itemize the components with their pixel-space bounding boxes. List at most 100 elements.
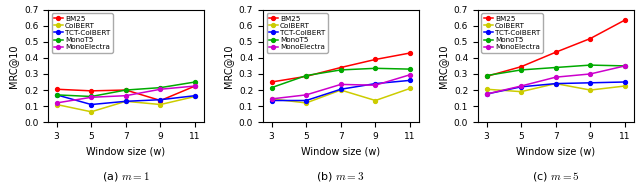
Line: TCT-ColBERT: TCT-ColBERT [484, 80, 627, 96]
MonoT5 [337, 69, 345, 71]
Line: ColBERT: ColBERT [484, 82, 627, 94]
MonoT5 [372, 67, 380, 70]
MonoT5 [302, 74, 310, 77]
MonoElectra [337, 83, 345, 86]
Text: (c) $m = 5$: (c) $m = 5$ [532, 170, 580, 183]
TCT-ColBERT [621, 81, 628, 83]
MonoT5 [483, 74, 490, 77]
BM25 [302, 75, 310, 78]
TCT-ColBERT [552, 83, 559, 85]
BM25 [122, 89, 130, 91]
MonoT5 [268, 87, 275, 89]
TCT-ColBERT [337, 88, 345, 90]
TCT-ColBERT [586, 82, 594, 84]
TCT-ColBERT [302, 99, 310, 102]
Line: BM25: BM25 [484, 18, 627, 78]
MonoElectra [517, 85, 525, 87]
BM25 [191, 85, 199, 87]
ColBERT [372, 99, 380, 102]
ColBERT [53, 103, 61, 106]
Text: (a) $m = 1$: (a) $m = 1$ [102, 170, 150, 183]
Y-axis label: MRC@10: MRC@10 [438, 44, 448, 88]
MonoT5 [621, 65, 628, 67]
TCT-ColBERT [88, 103, 95, 106]
ColBERT [268, 98, 275, 100]
TCT-ColBERT [406, 79, 414, 82]
Line: MonoT5: MonoT5 [269, 66, 412, 90]
BM25 [157, 99, 164, 102]
ColBERT [621, 85, 628, 87]
TCT-ColBERT [157, 99, 164, 101]
Text: (b) $m = 3$: (b) $m = 3$ [316, 170, 365, 183]
MonoT5 [191, 81, 199, 83]
Legend: BM25, ColBERT, TCT-ColBERT, MonoT5, MonoElectra: BM25, ColBERT, TCT-ColBERT, MonoT5, Mono… [266, 13, 328, 53]
ColBERT [552, 83, 559, 85]
TCT-ColBERT [122, 100, 130, 102]
BM25 [53, 88, 61, 90]
Line: BM25: BM25 [269, 51, 412, 84]
MonoElectra [157, 88, 164, 90]
ColBERT [337, 89, 345, 91]
MonoElectra [88, 96, 95, 98]
MonoElectra [406, 74, 414, 76]
TCT-ColBERT [268, 99, 275, 102]
ColBERT [302, 102, 310, 104]
ColBERT [122, 100, 130, 102]
BM25 [406, 52, 414, 54]
MonoT5 [88, 95, 95, 98]
MonoT5 [122, 89, 130, 91]
Line: MonoElectra: MonoElectra [484, 64, 627, 96]
Line: ColBERT: ColBERT [269, 87, 412, 105]
MonoElectra [302, 94, 310, 96]
Line: TCT-ColBERT: TCT-ColBERT [269, 79, 412, 102]
BM25 [88, 90, 95, 92]
MonoT5 [406, 68, 414, 70]
Line: MonoElectra: MonoElectra [54, 84, 197, 105]
MonoT5 [157, 87, 164, 89]
TCT-ColBERT [53, 94, 61, 96]
TCT-ColBERT [191, 95, 199, 97]
Line: MonoT5: MonoT5 [54, 80, 197, 98]
Y-axis label: MRC@10: MRC@10 [223, 44, 233, 88]
Line: BM25: BM25 [54, 84, 197, 102]
MonoElectra [53, 102, 61, 104]
Line: TCT-ColBERT: TCT-ColBERT [54, 93, 197, 106]
MonoElectra [268, 98, 275, 100]
MonoElectra [621, 65, 628, 67]
MonoT5 [53, 94, 61, 96]
MonoT5 [517, 69, 525, 71]
ColBERT [483, 88, 490, 90]
TCT-ColBERT [517, 86, 525, 88]
BM25 [517, 66, 525, 68]
MonoElectra [372, 84, 380, 86]
MonoElectra [483, 93, 490, 95]
BM25 [372, 58, 380, 61]
BM25 [621, 19, 628, 21]
Line: MonoElectra: MonoElectra [269, 73, 412, 101]
Y-axis label: MRC@10: MRC@10 [8, 44, 19, 88]
Line: MonoT5: MonoT5 [484, 63, 627, 78]
MonoElectra [191, 85, 199, 87]
ColBERT [406, 87, 414, 90]
X-axis label: Window size (w): Window size (w) [516, 146, 595, 156]
MonoElectra [552, 76, 559, 78]
ColBERT [88, 111, 95, 113]
ColBERT [157, 103, 164, 106]
Legend: BM25, ColBERT, TCT-ColBERT, MonoT5, MonoElectra: BM25, ColBERT, TCT-ColBERT, MonoT5, Mono… [52, 13, 113, 53]
Line: ColBERT: ColBERT [54, 95, 197, 114]
MonoElectra [586, 73, 594, 75]
TCT-ColBERT [483, 93, 490, 95]
BM25 [552, 51, 559, 53]
X-axis label: Window size (w): Window size (w) [86, 146, 165, 156]
MonoT5 [552, 66, 559, 69]
BM25 [586, 37, 594, 40]
ColBERT [586, 89, 594, 91]
Legend: BM25, ColBERT, TCT-ColBERT, MonoT5, MonoElectra: BM25, ColBERT, TCT-ColBERT, MonoT5, Mono… [481, 13, 543, 53]
MonoT5 [586, 64, 594, 66]
MonoElectra [122, 95, 130, 97]
ColBERT [191, 95, 199, 98]
BM25 [483, 75, 490, 78]
X-axis label: Window size (w): Window size (w) [301, 146, 380, 156]
TCT-ColBERT [372, 83, 380, 85]
BM25 [268, 81, 275, 83]
